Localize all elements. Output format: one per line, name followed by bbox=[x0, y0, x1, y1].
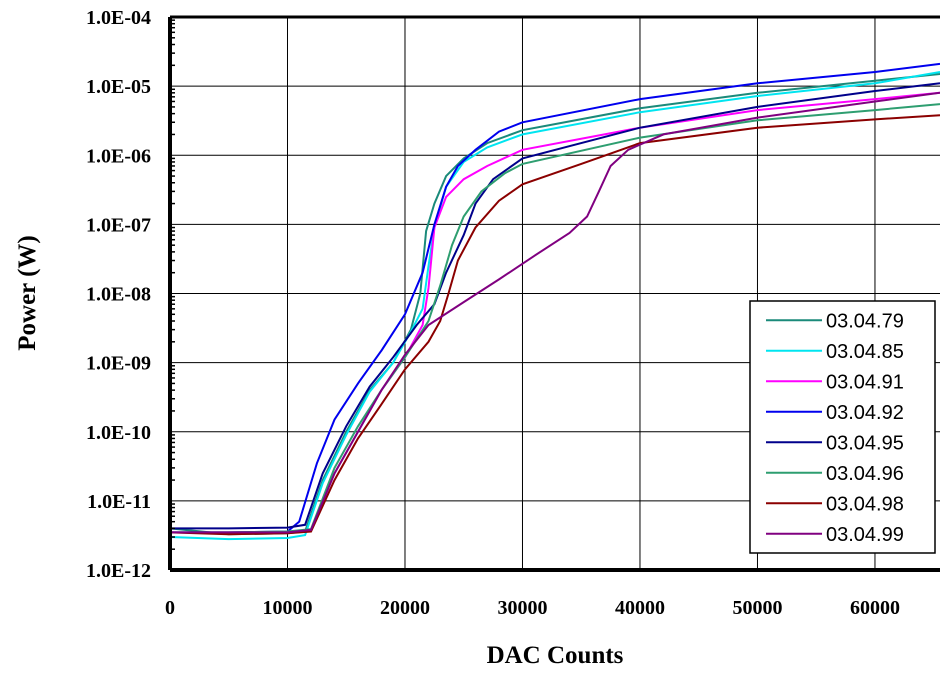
legend-label: 03.04.79 bbox=[826, 310, 904, 332]
x-tick-label: 60000 bbox=[850, 597, 900, 619]
y-tick-label: 1.0E-05 bbox=[86, 76, 151, 98]
x-tick-label: 30000 bbox=[497, 597, 547, 619]
plot-frame bbox=[168, 15, 940, 572]
y-tick-label: 1.0E-12 bbox=[86, 560, 151, 582]
y-tick-label: 1.0E-04 bbox=[86, 7, 151, 29]
legend-box bbox=[749, 300, 936, 554]
legend-label: 03.04.99 bbox=[826, 524, 904, 546]
x-tick-label: 0 bbox=[165, 597, 175, 619]
legend-label: 03.04.92 bbox=[826, 402, 904, 424]
series-line-03.04.79 bbox=[169, 73, 940, 536]
y-axis-title: Power (W) bbox=[14, 235, 41, 350]
legend-label: 03.04.91 bbox=[826, 371, 904, 393]
series-line-03.04.85 bbox=[169, 71, 940, 541]
y-tick-label: 1.0E-06 bbox=[86, 145, 151, 167]
y-tick-labels: 1.0E-12 1.0E-11 1.0E-10 1.0E-09 1.0E-08 1.0E-… bbox=[86, 7, 151, 582]
grid-lines bbox=[170, 17, 940, 570]
x-tick-label: 40000 bbox=[615, 597, 665, 619]
legend-label: 03.04.85 bbox=[826, 341, 904, 363]
y-tick-label: 1.0E-09 bbox=[86, 353, 151, 375]
x-axis-title: DAC Counts bbox=[487, 642, 624, 669]
x-tick-label: 20000 bbox=[380, 597, 430, 619]
y-tick-label: 1.0E-10 bbox=[86, 422, 151, 444]
legend-label: 03.04.96 bbox=[826, 463, 904, 485]
series-line-03.04.99 bbox=[170, 91, 940, 534]
y-tick-label: 1.0E-08 bbox=[86, 284, 151, 306]
legend-label: 03.04.98 bbox=[826, 493, 904, 515]
series-line-03.04.92 bbox=[170, 62, 940, 534]
series-lines bbox=[169, 62, 940, 541]
legend-label: 03.04.95 bbox=[826, 432, 904, 454]
x-tick-label: 50000 bbox=[732, 597, 782, 619]
y-tick-label: 1.0E-07 bbox=[86, 214, 151, 236]
x-tick-labels: 0 10000 20000 30000 40000 50000 60000 bbox=[165, 597, 900, 619]
x-tick-label: 10000 bbox=[262, 597, 312, 619]
legend: 03.04.79 03.04.85 03.04.91 03.04.92 03.04.95… bbox=[749, 300, 936, 554]
y-tick-label: 1.0E-11 bbox=[87, 491, 151, 513]
